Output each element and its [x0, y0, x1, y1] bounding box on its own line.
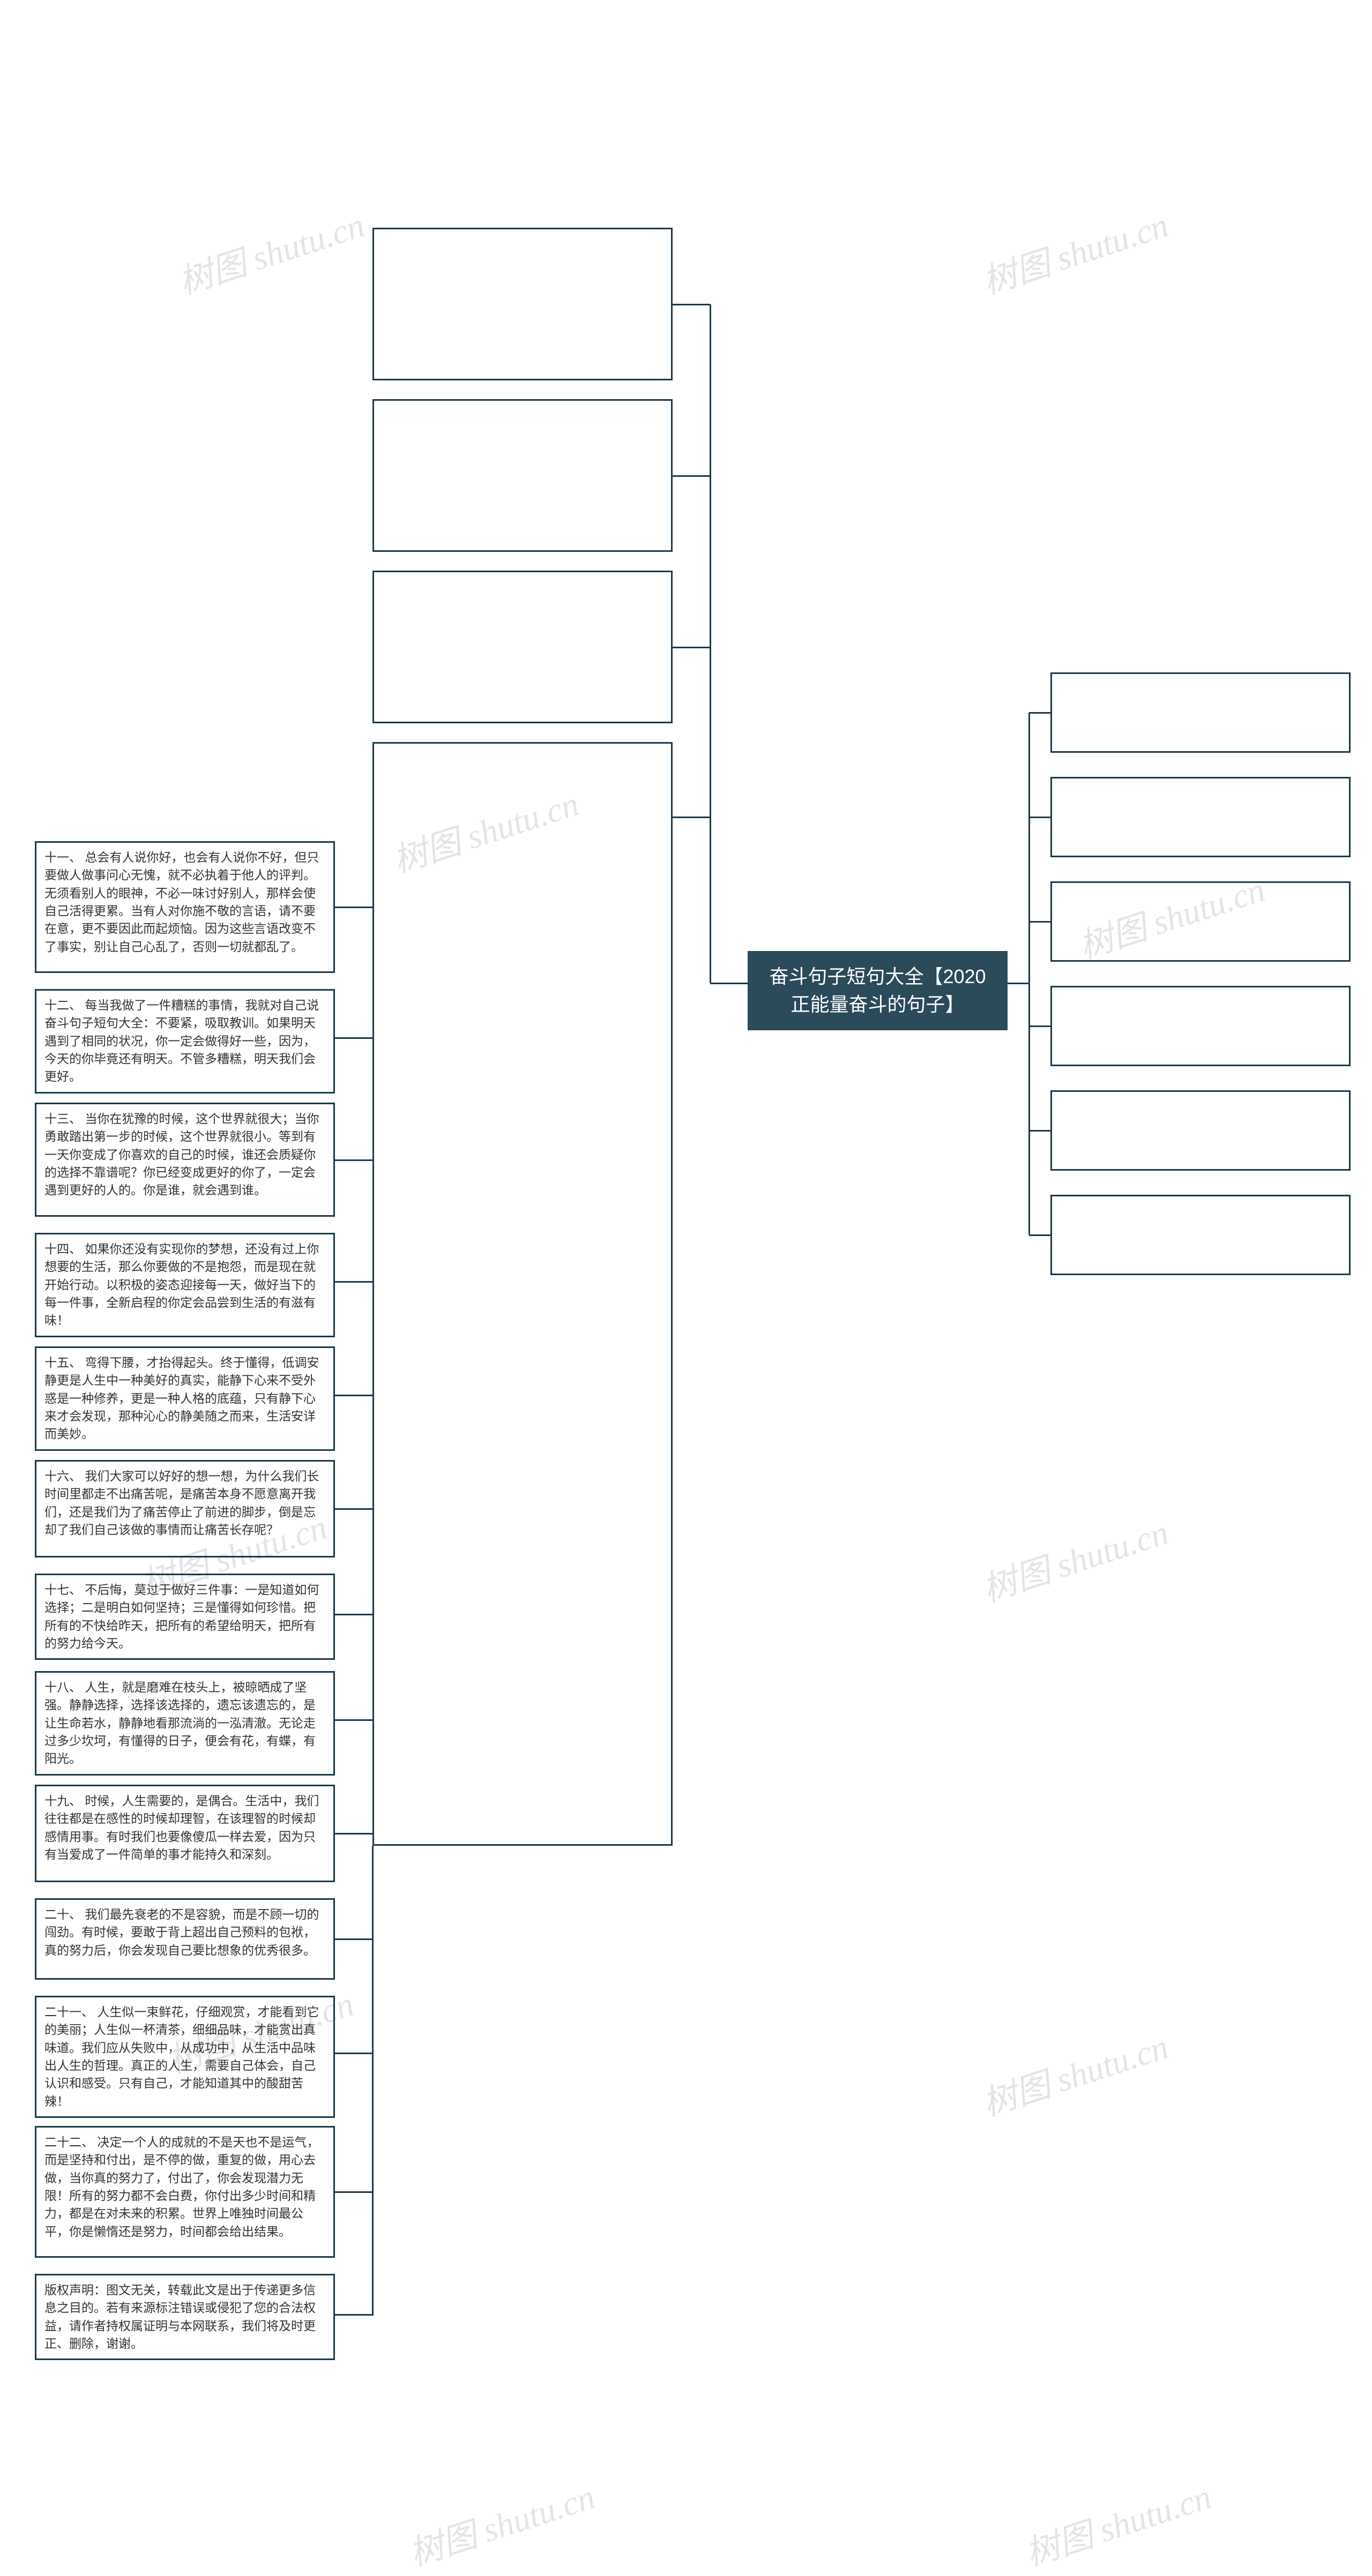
watermark: 树图 shutu.cn — [975, 2019, 1174, 2125]
right-node-r2 — [1050, 777, 1351, 857]
connector — [335, 1395, 372, 1396]
left-upper-box-1 — [372, 399, 673, 552]
connector — [710, 304, 711, 984]
watermark: 树图 shutu.cn — [402, 2469, 600, 2575]
connector — [1029, 921, 1050, 923]
right-node-r1 — [1050, 672, 1351, 753]
left-node-n15: 十五、 弯得下腰，才抬得起头。终于懂得，低调安静更是人生中一种美好的真实，能静下… — [35, 1346, 335, 1451]
connector — [335, 1037, 372, 1039]
connector — [673, 475, 710, 477]
left-node-n14: 十四、 如果你还没有实现你的梦想，还没有过上你想要的生活，那么你要做的不是抱怨，… — [35, 1233, 335, 1337]
left-node-ncp: 版权声明：图文无关，转载此文是出于传递更多信息之目的。若有来源标注错误或侵犯了您… — [35, 2274, 335, 2360]
connector — [1029, 1234, 1050, 1236]
left-node-n21: 二十一、 人生似一束鲜花，仔细观赏，才能看到它的美丽；人生似一杯清茶，细细品味，… — [35, 1996, 335, 2118]
connector — [673, 647, 710, 648]
left-node-n18: 十八、 人生，就是磨难在枝头上，被晾晒成了坚强。静静选择，选择该选择的，遗忘该遗… — [35, 1671, 335, 1776]
connector — [1029, 817, 1050, 818]
left-node-n17: 十七、 不后悔，莫过于做好三件事：一是知道如何选择；二是明白如何坚持；三是懂得如… — [35, 1574, 335, 1660]
connector — [335, 2053, 372, 2054]
connector — [1029, 1025, 1050, 1027]
right-node-r6 — [1050, 1195, 1351, 1275]
left-node-n13: 十三、 当你在犹豫的时候，这个世界就很大；当你勇敢踏出第一步的时候，这个世界就很… — [35, 1103, 335, 1217]
connector — [1008, 983, 1029, 984]
connector — [335, 2191, 372, 2193]
right-node-r3 — [1050, 881, 1351, 962]
right-node-r4 — [1050, 986, 1351, 1066]
connector — [673, 304, 710, 305]
watermark: 树图 shutu.cn — [975, 1505, 1174, 1611]
connector — [335, 1833, 372, 1834]
left-upper-box-2 — [372, 571, 673, 723]
connector — [1028, 713, 1030, 1235]
connector — [710, 983, 748, 984]
connector — [335, 1281, 372, 1283]
connector — [1029, 712, 1050, 714]
right-node-r5 — [1050, 1090, 1351, 1171]
connector — [335, 907, 372, 908]
watermark: 树图 shutu.cn — [975, 198, 1174, 304]
watermark: 树图 shutu.cn — [172, 198, 370, 304]
left-node-n12: 十二、 每当我做了一件糟糕的事情，我就对自己说奋斗句子短句大全：不要紧，吸取教训… — [35, 989, 335, 1094]
left-upper-box-0 — [372, 228, 673, 380]
connector — [335, 2314, 372, 2316]
connector — [335, 1614, 372, 1615]
connector — [673, 817, 710, 818]
left-node-n19: 十九、 时候，人生需要的，是偶合。生活中，我们往往都是在感性的时候却理智，在该理… — [35, 1785, 335, 1882]
watermark: 树图 shutu.cn — [1018, 2469, 1217, 2575]
left-node-n16: 十六、 我们大家可以好好的想一想，为什么我们长时间里都走不出痛苦呢，是痛苦本身不… — [35, 1460, 335, 1557]
left-node-n22: 二十二、 决定一个人的成就的不是天也不是运气，而是坚持和付出，是不停的做，重复的… — [35, 2126, 335, 2258]
connector — [372, 1846, 374, 2316]
left-node-n11: 十一、 总会有人说你好，也会有人说你不好，但只要做人做事问心无愧，就不必执着于他… — [35, 841, 335, 973]
left-node-n20: 二十、 我们最先衰老的不是容貌，而是不顾一切的闯劲。有时候，要敢于背上超出自己预… — [35, 1898, 335, 1980]
left-upper-box-3 — [372, 742, 673, 1846]
connector — [335, 1159, 372, 1161]
connector — [1029, 1130, 1050, 1132]
connector — [335, 1938, 372, 1940]
connector — [335, 1508, 372, 1510]
root-node: 奋斗句子短句大全【2020正能量奋斗的句子】 — [748, 951, 1008, 1030]
connector — [335, 1719, 372, 1721]
